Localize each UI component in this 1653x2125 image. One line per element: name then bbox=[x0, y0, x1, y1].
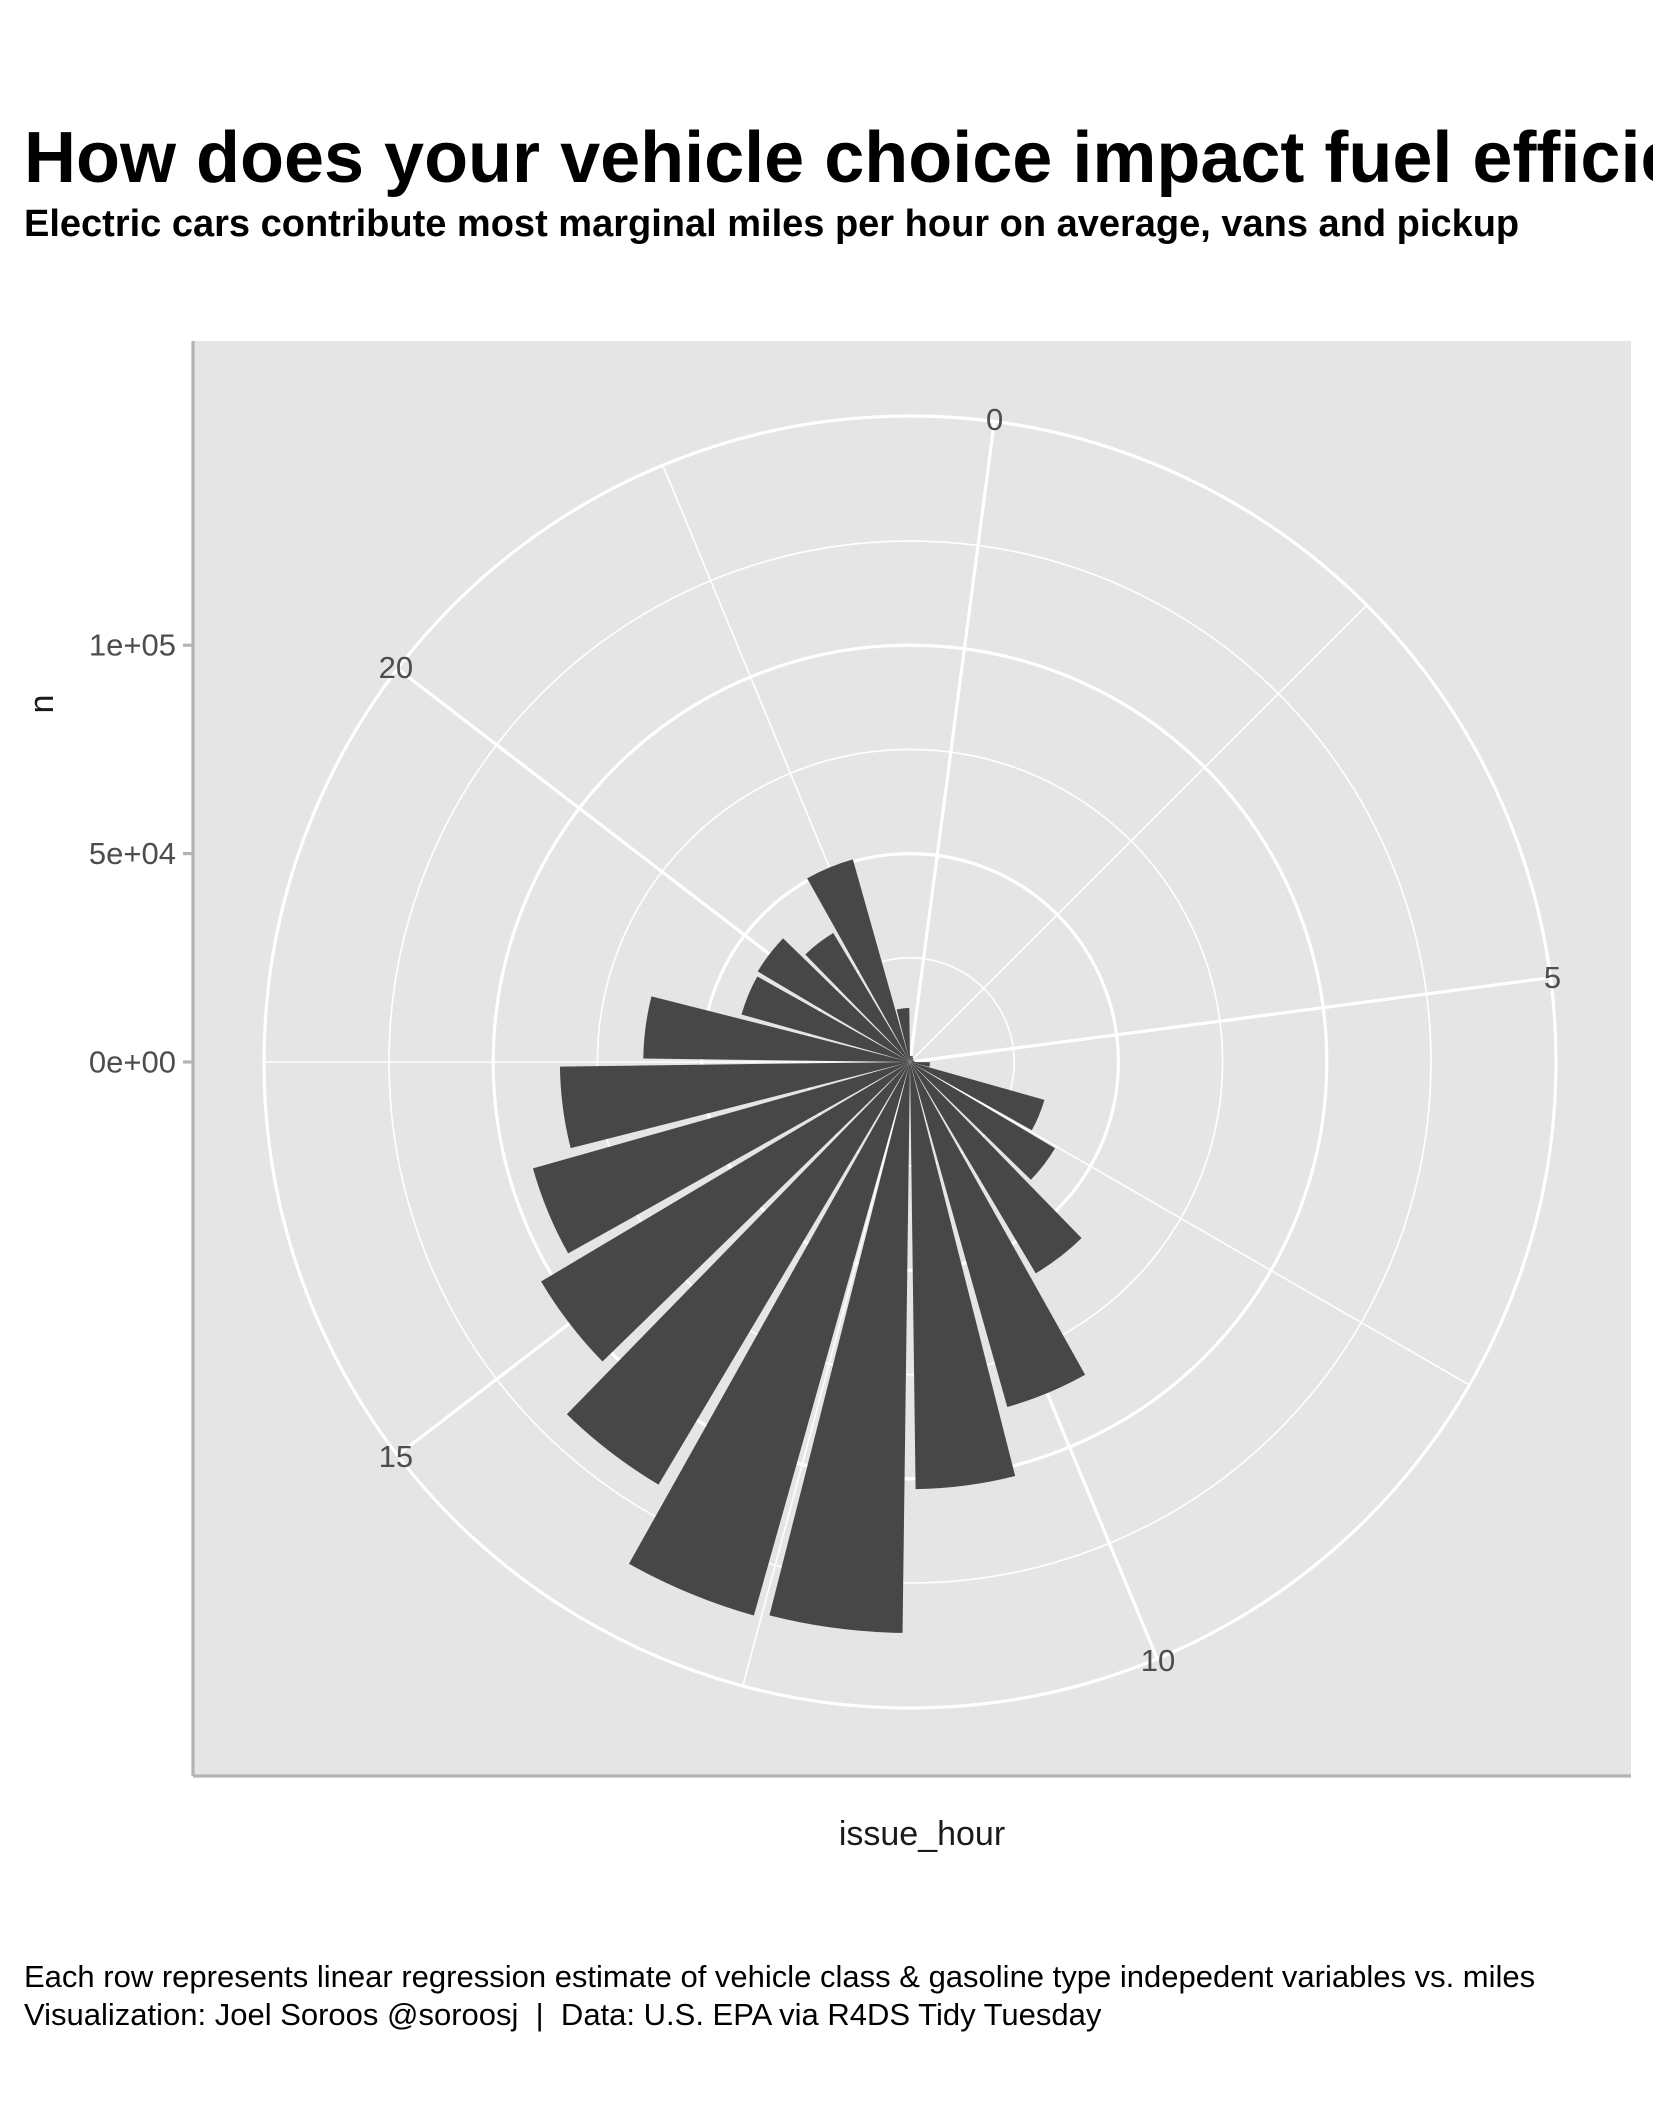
angle-tick-label: 20 bbox=[379, 650, 413, 685]
bar-hour-9 bbox=[910, 1062, 1082, 1274]
angle-tick-label: 0 bbox=[986, 402, 1003, 437]
bar-hour-18 bbox=[643, 996, 910, 1062]
y-tick-label: 1e+05 bbox=[89, 628, 176, 663]
bar-hour-20 bbox=[757, 938, 910, 1062]
bar-hour-15 bbox=[541, 1062, 910, 1362]
bar-layer bbox=[532, 859, 1086, 1633]
bar-hour-2 bbox=[910, 1057, 914, 1062]
minor-angular-gridline bbox=[909, 604, 1368, 1063]
bar-hour-12 bbox=[769, 1062, 910, 1633]
chart-title: How does your vehicle choice impact fuel… bbox=[24, 118, 1653, 198]
bar-hour-8 bbox=[910, 1062, 1056, 1180]
angle-tick-label: 10 bbox=[1141, 1643, 1175, 1678]
bar-hour-11 bbox=[910, 1062, 1016, 1490]
bar-hour-10 bbox=[910, 1062, 1086, 1407]
major-angular-gridline bbox=[909, 976, 1551, 1064]
bar-hour-23 bbox=[896, 1007, 910, 1062]
bar-hour-17 bbox=[559, 1062, 910, 1149]
bar-hour-5 bbox=[910, 1060, 915, 1062]
bar-hour-0 bbox=[910, 1055, 912, 1062]
major-angular-gridline bbox=[908, 421, 996, 1063]
chart-subtitle: Electric cars contribute most marginal m… bbox=[24, 203, 1520, 245]
x-axis-title: issue_hour bbox=[839, 1815, 1005, 1853]
y-axis-title: n bbox=[23, 695, 61, 714]
angle-tick-label: 15 bbox=[379, 1439, 413, 1474]
angle-tick-labels: 0 5 10 15 20 bbox=[379, 402, 1561, 1678]
axes: 0e+00 5e+04 1e+05 bbox=[89, 341, 1631, 1778]
bar-hour-22 bbox=[807, 859, 910, 1062]
caption-line-1: Each row represents linear regression es… bbox=[24, 1959, 1536, 1994]
bar-hour-6 bbox=[910, 1062, 930, 1067]
bar-hour-3 bbox=[910, 1059, 914, 1062]
bar-hour-7 bbox=[910, 1062, 1045, 1131]
grid-layer bbox=[262, 414, 1558, 1710]
bar-hour-14 bbox=[566, 1062, 910, 1485]
bar-hour-4 bbox=[910, 1060, 914, 1062]
caption: Each row represents linear regression es… bbox=[24, 1958, 1535, 2034]
bar-hour-1 bbox=[910, 1055, 914, 1062]
bar-hour-19 bbox=[741, 976, 910, 1062]
y-tick-label: 5e+04 bbox=[89, 836, 176, 871]
bar-hour-13 bbox=[628, 1062, 910, 1616]
minor-angular-gridline bbox=[742, 1061, 911, 1687]
bar-hour-21 bbox=[805, 933, 910, 1062]
y-tick-label: 0e+00 bbox=[89, 1045, 176, 1080]
minor-angular-gridline bbox=[909, 1061, 1470, 1386]
caption-line-2: Visualization: Joel Soroos @soroosj | Da… bbox=[24, 1997, 1102, 2032]
bar-hour-16 bbox=[532, 1062, 910, 1254]
angle-tick-label: 5 bbox=[1544, 960, 1561, 995]
